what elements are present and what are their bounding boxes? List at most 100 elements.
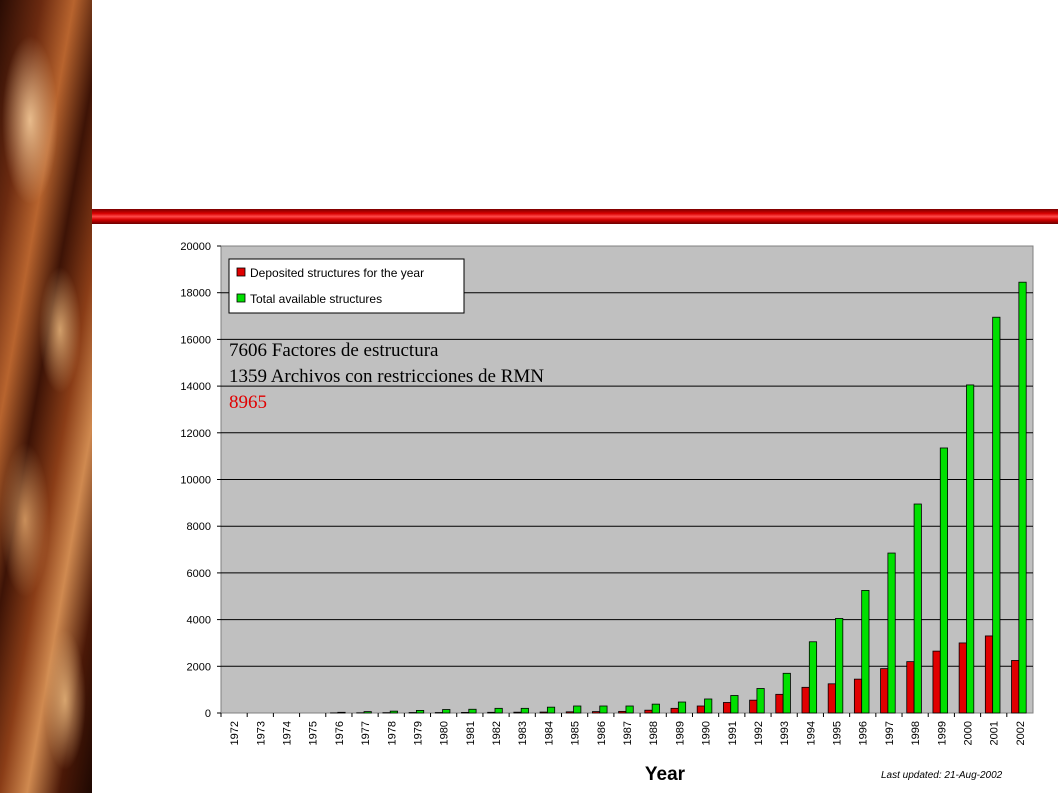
x-tick-label-1977: 1977 xyxy=(360,721,372,745)
x-tick-label-1982: 1982 xyxy=(491,721,503,745)
x-tick-label-1988: 1988 xyxy=(648,721,660,745)
y-tick-label: 12000 xyxy=(180,428,211,440)
y-tick-label: 20000 xyxy=(180,241,211,253)
bar-total-1993 xyxy=(782,672,791,714)
x-tick-label-1979: 1979 xyxy=(412,721,424,745)
annotation-structure-factors: 7606 Factores de estructura xyxy=(229,340,439,361)
bars xyxy=(330,281,1027,714)
x-tick-label-1987: 1987 xyxy=(622,721,634,745)
bar-deposited-2000 xyxy=(958,642,967,714)
y-tick-label: 10000 xyxy=(180,475,211,487)
bar-deposited-2001 xyxy=(984,635,994,714)
bar-deposited-1985 xyxy=(565,711,574,714)
bar-total-1999 xyxy=(939,447,949,714)
legend-swatch-deposited xyxy=(236,267,246,277)
bar-total-1977 xyxy=(363,711,372,714)
bar-total-1992 xyxy=(756,688,765,714)
x-tick-label-1983: 1983 xyxy=(517,721,529,745)
legend-label-total: Total available structures xyxy=(250,292,382,306)
last-updated-note: Last updated: 21-Aug-2002 xyxy=(881,770,1003,781)
legend-label-deposited: Deposited structures for the year xyxy=(250,266,424,280)
bar-total-1984 xyxy=(546,706,556,714)
x-tick-label-1973: 1973 xyxy=(255,721,267,745)
x-tick-label-1985: 1985 xyxy=(570,721,582,745)
decorative-side-panel xyxy=(0,0,92,793)
bar-deposited-2002 xyxy=(1011,660,1020,714)
bar-total-1987 xyxy=(625,705,634,714)
y-tick-label: 2000 xyxy=(187,661,211,673)
bar-deposited-1999 xyxy=(932,650,941,714)
x-tick-label-2001: 2001 xyxy=(989,721,1001,745)
gridlines xyxy=(221,292,1033,667)
x-tick-label-1998: 1998 xyxy=(910,721,922,745)
x-tick-label-1972: 1972 xyxy=(229,721,241,745)
x-tick-label-1992: 1992 xyxy=(753,721,765,745)
annotation-nmr-restraints: 1359 Archivos con restricciones de RMN xyxy=(229,366,545,387)
bar-deposited-1994 xyxy=(801,686,810,714)
bar-total-1998 xyxy=(913,503,922,714)
x-tick-label-1986: 1986 xyxy=(596,721,608,745)
x-tick-label-1976: 1976 xyxy=(334,721,346,745)
bar-deposited-1993 xyxy=(775,693,784,714)
bar-total-1983 xyxy=(520,707,529,714)
bar-total-1996 xyxy=(861,590,870,714)
x-tick-label-2002: 2002 xyxy=(1015,721,1027,745)
bar-total-1981 xyxy=(468,708,477,714)
y-tick-label: 14000 xyxy=(180,381,211,393)
x-tick-label-1995: 1995 xyxy=(832,721,844,745)
bar-total-1989 xyxy=(677,701,687,714)
x-tick-label-1990: 1990 xyxy=(701,721,713,745)
bar-deposited-1984 xyxy=(539,711,548,714)
x-tick-label-1981: 1981 xyxy=(465,721,477,745)
bar-total-2002 xyxy=(1018,281,1027,714)
y-tick-label: 6000 xyxy=(187,568,211,580)
y-tick-label: 0 xyxy=(205,708,211,720)
x-tick-label-1999: 1999 xyxy=(936,721,948,745)
bar-total-1979 xyxy=(415,710,425,714)
bar-deposited-1987 xyxy=(618,710,627,714)
bar-deposited-1996 xyxy=(853,678,863,714)
bar-total-1980 xyxy=(442,709,451,714)
x-tick-label-1996: 1996 xyxy=(858,721,870,745)
bar-deposited-1998 xyxy=(906,661,915,714)
bar-deposited-1990 xyxy=(696,705,705,714)
bar-deposited-1995 xyxy=(827,683,836,714)
x-tick-label-1997: 1997 xyxy=(884,721,896,745)
legend: Deposited structures for the year Total … xyxy=(228,258,465,314)
x-tick-label-1975: 1975 xyxy=(308,721,320,745)
bar-deposited-1982 xyxy=(487,711,496,714)
bar-deposited-1991 xyxy=(722,702,732,714)
x-axis-label: Year xyxy=(644,764,686,785)
bar-total-1995 xyxy=(835,618,844,714)
x-tick-label-1993: 1993 xyxy=(779,721,791,745)
x-tick-label-1994: 1994 xyxy=(805,721,817,745)
bar-total-1991 xyxy=(730,695,739,714)
bar-total-2001 xyxy=(992,316,1001,714)
bar-deposited-1983 xyxy=(513,711,522,714)
y-tick-label: 4000 xyxy=(187,615,211,627)
x-axis-ticks: 1972 1973 1974 1975 1976 1977 1978 1979 1980 1981… xyxy=(220,713,1027,745)
bar-total-1997 xyxy=(887,552,896,714)
bar-total-1985 xyxy=(573,705,582,714)
bar-deposited-1986 xyxy=(592,711,601,714)
bar-total-1988 xyxy=(651,703,660,714)
bar-deposited-1981 xyxy=(461,712,470,714)
bar-total-1982 xyxy=(494,707,503,714)
y-tick-label: 16000 xyxy=(180,334,211,346)
bar-deposited-1988 xyxy=(644,709,653,714)
legend-swatch-total xyxy=(236,293,246,303)
x-tick-label-1989: 1989 xyxy=(674,721,686,745)
bar-deposited-1989 xyxy=(670,707,679,714)
x-tick-label-2000: 2000 xyxy=(963,721,975,745)
bar-total-1978 xyxy=(389,710,398,714)
bar-total-1990 xyxy=(704,698,713,714)
bar-deposited-1992 xyxy=(749,699,758,714)
legend-box xyxy=(228,258,465,314)
x-tick-label-1984: 1984 xyxy=(543,721,555,745)
bar-total-2000 xyxy=(966,384,975,714)
annotation-total: 8965 xyxy=(229,392,267,413)
x-tick-label-1991: 1991 xyxy=(727,721,739,745)
y-tick-label: 8000 xyxy=(187,521,211,533)
x-tick-label-1980: 1980 xyxy=(439,721,451,745)
